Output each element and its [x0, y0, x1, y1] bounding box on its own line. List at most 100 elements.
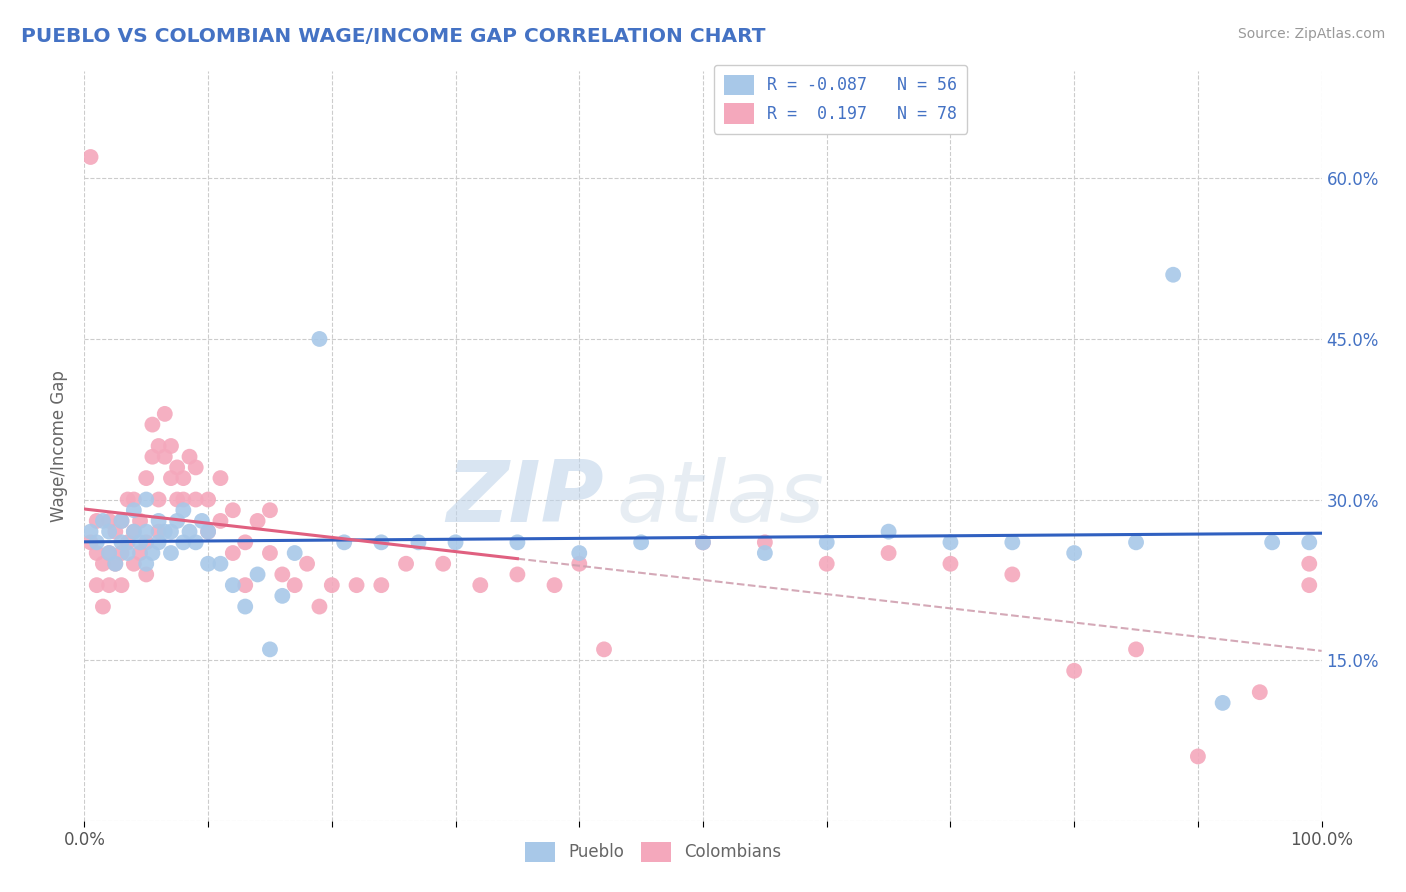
Point	[86, 514, 108, 528]
Point	[1212, 696, 1234, 710]
Point	[86, 546, 108, 560]
Point	[209, 514, 232, 528]
Point	[129, 535, 152, 549]
Point	[1161, 268, 1184, 282]
Point	[246, 567, 269, 582]
Point	[1261, 535, 1284, 549]
Point	[197, 557, 219, 571]
Point	[160, 439, 183, 453]
Point	[939, 557, 962, 571]
Point	[110, 514, 132, 528]
Point	[259, 546, 281, 560]
Point	[197, 492, 219, 507]
Point	[191, 514, 214, 528]
Point	[135, 471, 157, 485]
Point	[1063, 546, 1085, 560]
Point	[333, 535, 356, 549]
Point	[1125, 642, 1147, 657]
Point	[86, 578, 108, 592]
Point	[593, 642, 616, 657]
Point	[506, 535, 529, 549]
Point	[246, 514, 269, 528]
Point	[197, 524, 219, 539]
Text: Source: ZipAtlas.com: Source: ZipAtlas.com	[1237, 27, 1385, 41]
Point	[122, 557, 145, 571]
Point	[122, 524, 145, 539]
Point	[877, 546, 900, 560]
Point	[122, 503, 145, 517]
Point	[1001, 567, 1024, 582]
Point	[148, 492, 170, 507]
Point	[284, 546, 307, 560]
Point	[148, 535, 170, 549]
Point	[939, 535, 962, 549]
Point	[179, 450, 201, 464]
Point	[104, 557, 127, 571]
Point	[135, 535, 157, 549]
Point	[160, 546, 183, 560]
Point	[568, 546, 591, 560]
Point	[1125, 535, 1147, 549]
Point	[148, 439, 170, 453]
Point	[79, 524, 101, 539]
Text: PUEBLO VS COLOMBIAN WAGE/INCOME GAP CORRELATION CHART: PUEBLO VS COLOMBIAN WAGE/INCOME GAP CORR…	[21, 27, 766, 45]
Y-axis label: Wage/Income Gap: Wage/Income Gap	[51, 370, 69, 522]
Point	[321, 578, 343, 592]
Point	[1001, 535, 1024, 549]
Point	[135, 524, 157, 539]
Point	[222, 546, 245, 560]
Point	[172, 471, 194, 485]
Point	[1298, 535, 1320, 549]
Point	[444, 535, 467, 549]
Point	[166, 514, 188, 528]
Point	[222, 503, 245, 517]
Point	[184, 492, 207, 507]
Point	[98, 514, 121, 528]
Point	[117, 492, 139, 507]
Point	[233, 599, 256, 614]
Point	[284, 578, 307, 592]
Point	[815, 535, 838, 549]
Point	[91, 599, 114, 614]
Point	[346, 578, 368, 592]
Point	[141, 450, 163, 464]
Point	[815, 557, 838, 571]
Point	[1249, 685, 1271, 699]
Point	[568, 557, 591, 571]
Point	[209, 557, 232, 571]
Point	[98, 524, 121, 539]
Point	[148, 524, 170, 539]
Point	[184, 460, 207, 475]
Point	[470, 578, 492, 592]
Point	[110, 514, 132, 528]
Text: ZIP: ZIP	[446, 457, 605, 540]
Point	[1187, 749, 1209, 764]
Point	[271, 567, 294, 582]
Point	[135, 567, 157, 582]
Point	[432, 557, 454, 571]
Point	[153, 524, 176, 539]
Point	[141, 546, 163, 560]
Point	[153, 450, 176, 464]
Point	[543, 578, 565, 592]
Point	[98, 546, 121, 560]
Point	[104, 557, 127, 571]
Point	[233, 535, 256, 549]
Point	[166, 460, 188, 475]
Point	[104, 524, 127, 539]
Point	[395, 557, 418, 571]
Point	[148, 514, 170, 528]
Point	[98, 578, 121, 592]
Point	[79, 535, 101, 549]
Point	[117, 546, 139, 560]
Legend: Pueblo, Colombians: Pueblo, Colombians	[519, 835, 789, 869]
Point	[160, 471, 183, 485]
Point	[110, 546, 132, 560]
Point	[1298, 578, 1320, 592]
Point	[172, 492, 194, 507]
Point	[877, 524, 900, 539]
Point	[110, 578, 132, 592]
Point	[110, 535, 132, 549]
Point	[370, 578, 392, 592]
Point	[259, 503, 281, 517]
